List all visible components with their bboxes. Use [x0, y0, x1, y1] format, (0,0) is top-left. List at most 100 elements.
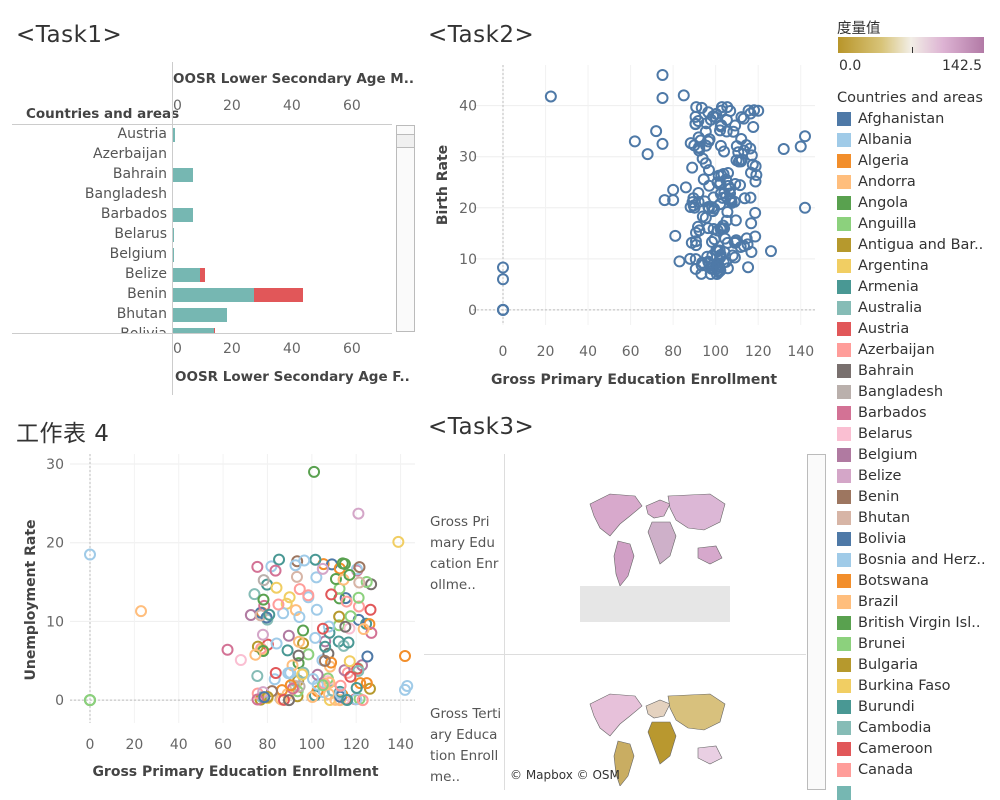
- task2-point[interactable]: [693, 144, 706, 157]
- sheet4-point[interactable]: [340, 595, 353, 608]
- sheet4-point[interactable]: [309, 553, 322, 566]
- task2-point[interactable]: [704, 268, 717, 281]
- task2-point[interactable]: [714, 198, 727, 211]
- task2-point[interactable]: [641, 148, 654, 161]
- task2-point[interactable]: [696, 210, 709, 223]
- sheet4-point[interactable]: [251, 669, 264, 682]
- sheet4-point[interactable]: [310, 571, 323, 584]
- task1-bar-segment[interactable]: [173, 168, 194, 182]
- sheet4-point[interactable]: [272, 598, 285, 611]
- sheet4-point[interactable]: [283, 591, 296, 604]
- task2-point[interactable]: [650, 125, 663, 138]
- map-region[interactable]: [697, 745, 723, 765]
- task2-point[interactable]: [720, 214, 733, 227]
- task2-point[interactable]: [709, 111, 722, 124]
- task2-point[interactable]: [737, 144, 750, 157]
- sheet4-point[interactable]: [352, 664, 365, 677]
- sheet4-point[interactable]: [318, 677, 331, 690]
- legend-item[interactable]: Bahrain: [837, 360, 914, 381]
- sheet4-point[interactable]: [284, 679, 297, 692]
- sheet4-point[interactable]: [296, 668, 309, 681]
- legend-item[interactable]: Armenia: [837, 276, 919, 297]
- legend-item[interactable]: Brazil: [837, 591, 898, 612]
- task2-point[interactable]: [497, 261, 509, 274]
- sheet4-point[interactable]: [353, 561, 366, 574]
- legend-item[interactable]: Barbados: [837, 402, 927, 423]
- sheet4-point[interactable]: [334, 679, 347, 692]
- sheet4-point[interactable]: [270, 637, 283, 650]
- sheet4-point[interactable]: [234, 653, 247, 666]
- task1-scroll-thumb[interactable]: [397, 134, 414, 148]
- sheet4-point[interactable]: [269, 564, 282, 577]
- sheet4-point[interactable]: [277, 607, 290, 620]
- task2-point[interactable]: [742, 261, 755, 274]
- sheet4-point[interactable]: [319, 640, 332, 653]
- task2-point[interactable]: [656, 137, 669, 150]
- task2-point[interactable]: [690, 239, 703, 252]
- sheet4-point[interactable]: [251, 693, 264, 706]
- legend-item[interactable]: Burkina Faso: [837, 675, 951, 696]
- task2-point[interactable]: [697, 173, 710, 186]
- sheet4-point[interactable]: [309, 631, 322, 644]
- task2-point[interactable]: [669, 229, 682, 242]
- sheet4-point[interactable]: [282, 667, 295, 680]
- task2-point[interactable]: [673, 255, 686, 268]
- sheet4-point[interactable]: [256, 628, 269, 641]
- task2-point[interactable]: [658, 194, 671, 207]
- sheet4-point[interactable]: [251, 687, 264, 700]
- sheet4-point[interactable]: [325, 588, 338, 601]
- task1-bar-segment-2[interactable]: [213, 328, 215, 333]
- task2-point[interactable]: [718, 187, 731, 200]
- task2-point[interactable]: [794, 140, 807, 153]
- task2-point[interactable]: [692, 195, 705, 208]
- task2-point[interactable]: [689, 235, 702, 248]
- legend-item[interactable]: Bosnia and Herz..: [837, 549, 986, 570]
- map-region[interactable]: [645, 499, 671, 519]
- task2-point[interactable]: [747, 120, 760, 133]
- sheet4-point[interactable]: [282, 629, 295, 642]
- sheet4-point[interactable]: [338, 664, 351, 677]
- sheet4-point[interactable]: [257, 574, 270, 587]
- sheet4-point[interactable]: [399, 650, 411, 663]
- legend-item[interactable]: Afghanistan: [837, 108, 944, 129]
- task2-point[interactable]: [725, 196, 738, 209]
- task1-bar-segment[interactable]: [173, 288, 254, 302]
- legend-item[interactable]: Benin: [837, 486, 899, 507]
- task2-point[interactable]: [689, 117, 702, 130]
- task2-point[interactable]: [749, 230, 762, 243]
- map-region[interactable]: [667, 693, 726, 731]
- task2-point[interactable]: [710, 244, 723, 257]
- sheet4-point[interactable]: [338, 557, 351, 570]
- map-region[interactable]: [647, 521, 677, 565]
- legend-item[interactable]: Cambodia: [837, 717, 931, 738]
- sheet4-point[interactable]: [283, 694, 296, 707]
- task2-point[interactable]: [738, 192, 751, 205]
- task2-point[interactable]: [718, 145, 731, 158]
- sheet4-point[interactable]: [352, 591, 365, 604]
- task2-point[interactable]: [701, 250, 714, 263]
- sheet4-point[interactable]: [356, 694, 369, 707]
- task2-point[interactable]: [764, 245, 777, 258]
- sheet4-point[interactable]: [277, 693, 290, 706]
- sheet4-point[interactable]: [352, 600, 365, 613]
- sheet4-point[interactable]: [323, 688, 336, 701]
- task2-point[interactable]: [799, 201, 811, 214]
- sheet4-point[interactable]: [84, 548, 96, 561]
- map-region[interactable]: [589, 693, 643, 737]
- task2-point[interactable]: [748, 104, 761, 117]
- task2-point[interactable]: [719, 232, 732, 245]
- sheet4-point[interactable]: [292, 657, 305, 670]
- sheet4-point[interactable]: [292, 649, 305, 662]
- map-region[interactable]: [613, 540, 635, 587]
- sheet4-point[interactable]: [342, 636, 355, 649]
- task2-point[interactable]: [749, 206, 762, 219]
- sheet4-point[interactable]: [135, 605, 148, 618]
- legend-item[interactable]: Algeria: [837, 150, 909, 171]
- map-region[interactable]: [613, 740, 635, 786]
- task2-point[interactable]: [706, 205, 719, 218]
- task1-bar-segment[interactable]: [173, 308, 227, 322]
- task2-point[interactable]: [722, 167, 735, 180]
- sheet4-point[interactable]: [290, 570, 303, 583]
- task2-point[interactable]: [628, 135, 641, 148]
- task2-point[interactable]: [703, 257, 716, 270]
